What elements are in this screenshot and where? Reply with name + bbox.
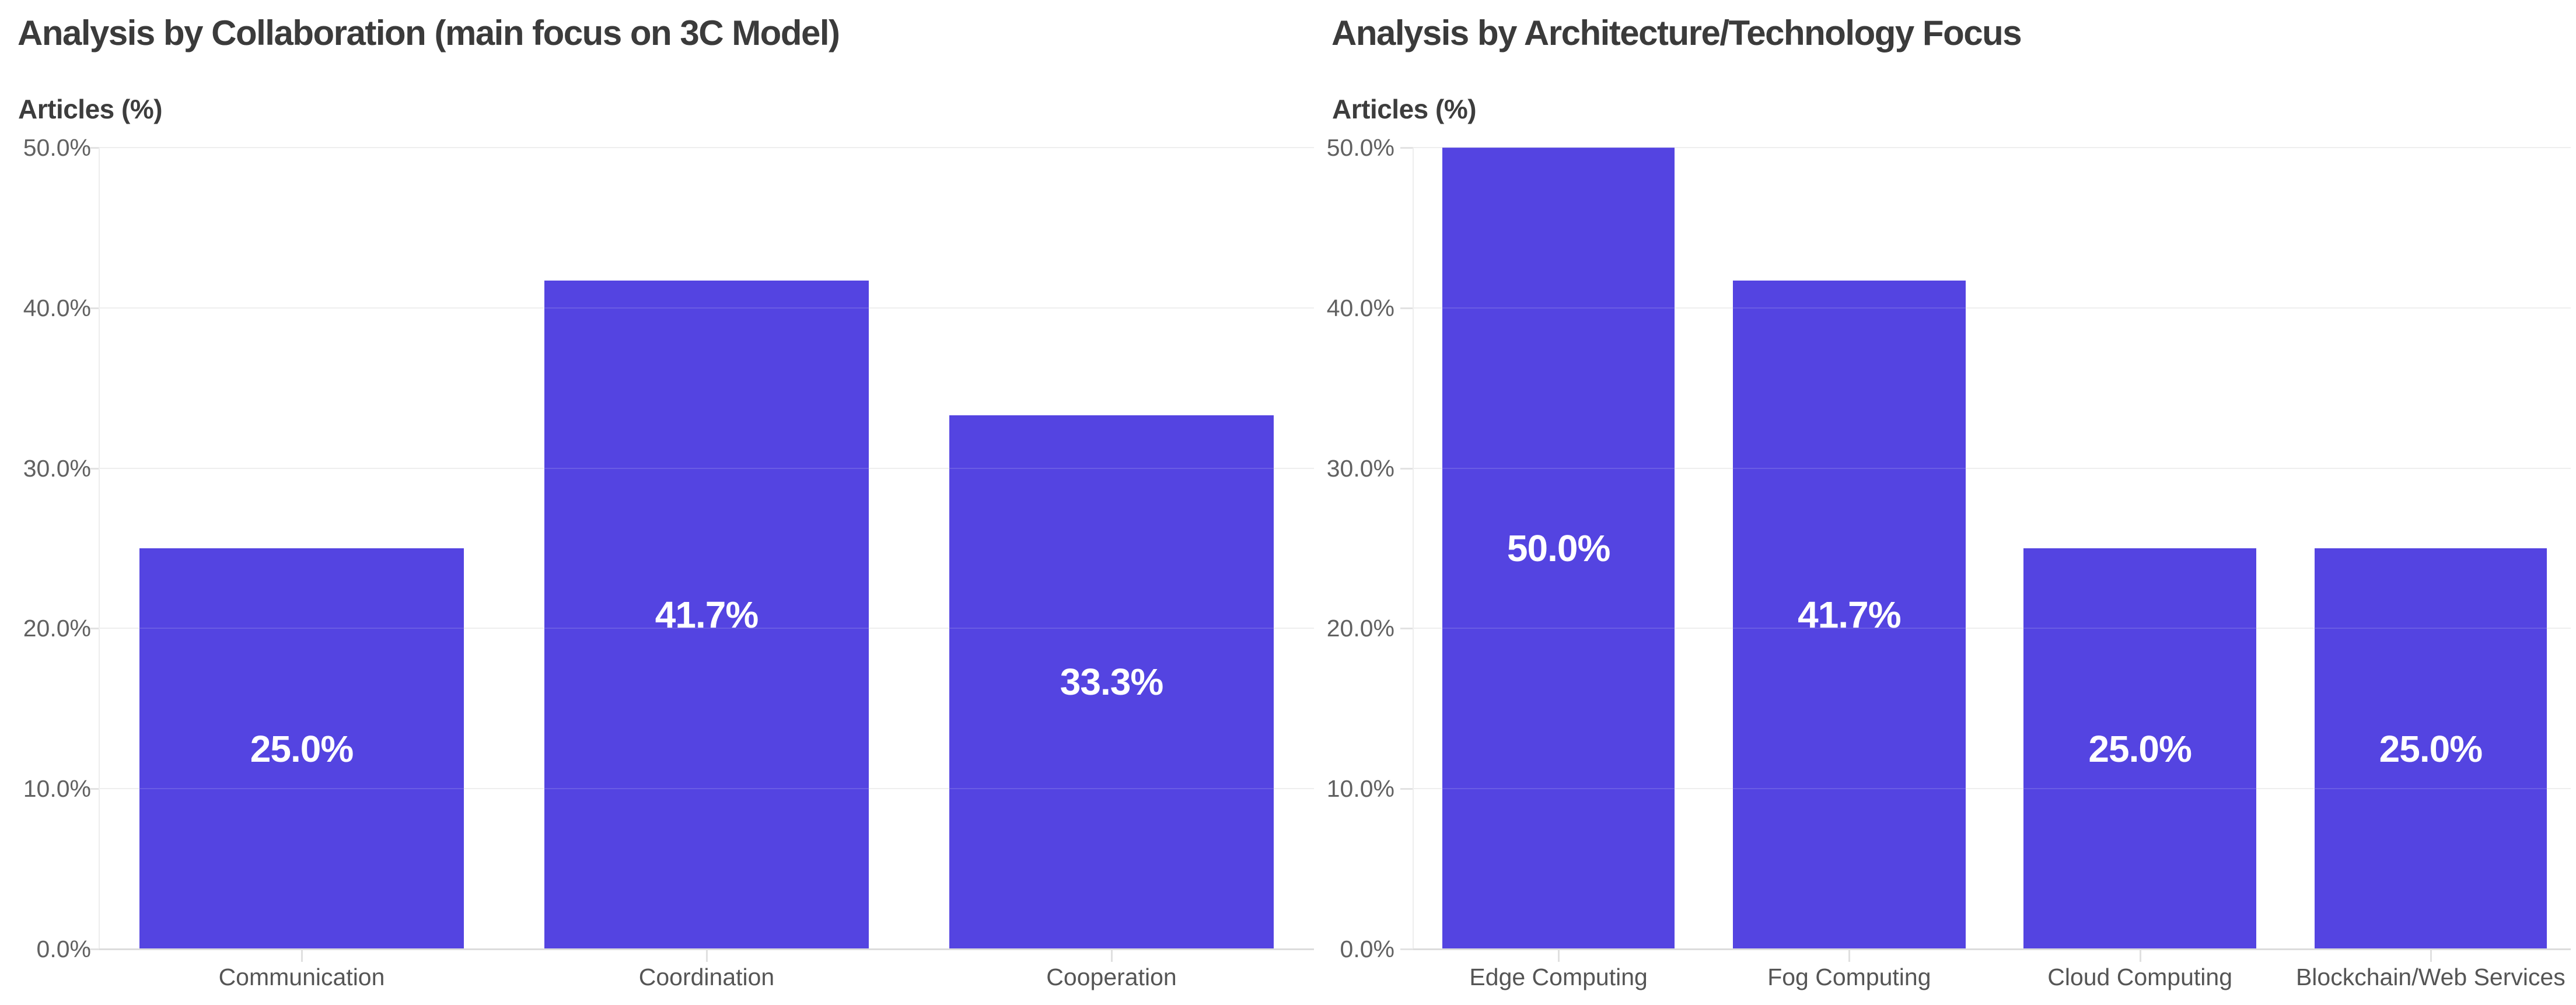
- y-axis-title: Articles (%): [1332, 94, 1477, 124]
- y-axis-line: [1413, 148, 1414, 949]
- y-tick-label: 40.0%: [23, 295, 91, 321]
- y-tick-label: 20.0%: [1326, 615, 1394, 642]
- bar: [2023, 548, 2256, 948]
- gridline-overlay: [1413, 628, 2571, 629]
- x-tick-mark: [1111, 950, 1113, 962]
- gridline-overlay: [99, 788, 1314, 789]
- y-axis-line: [99, 148, 100, 949]
- gridline-overlay: [99, 307, 1314, 309]
- x-category-label: Fog Computing: [1767, 964, 1931, 990]
- bar-value-label: 33.3%: [1060, 661, 1163, 703]
- gridline: [1413, 788, 2571, 789]
- bar: [139, 548, 464, 948]
- x-axis-line: [1413, 948, 2571, 950]
- y-tick-mark: [86, 948, 99, 950]
- y-tick-mark: [1400, 628, 1413, 629]
- chart-title-architecture: Analysis by Architecture/Technology Focu…: [1331, 13, 2022, 52]
- y-tick-mark: [1400, 147, 1413, 149]
- y-tick-mark: [1400, 307, 1413, 309]
- y-tick-label: 40.0%: [1326, 295, 1394, 321]
- bar-value-label: 25.0%: [2088, 727, 2191, 770]
- y-tick-mark: [86, 628, 99, 629]
- y-tick-label: 30.0%: [1326, 455, 1394, 482]
- y-tick-label: 30.0%: [23, 455, 91, 482]
- gridline: [1413, 307, 2571, 309]
- y-tick-mark: [86, 468, 99, 470]
- x-category-label: Cloud Computing: [2047, 964, 2233, 990]
- y-tick-mark: [1400, 948, 1413, 950]
- gridline-overlay: [99, 468, 1314, 469]
- x-axis-line: [99, 948, 1314, 950]
- chart-title-collaboration: Analysis by Collaboration (main focus on…: [18, 13, 840, 52]
- bar: [1733, 281, 1966, 948]
- gridline: [1413, 147, 2571, 148]
- gridline: [99, 147, 1314, 148]
- gridline-overlay: [1413, 307, 2571, 309]
- x-tick-mark: [706, 950, 708, 962]
- y-tick-label: 0.0%: [36, 936, 91, 962]
- gridline-overlay: [99, 628, 1314, 629]
- gridline-overlay: [1413, 147, 2571, 148]
- y-tick-label: 10.0%: [1326, 775, 1394, 802]
- y-tick-label: 50.0%: [1326, 134, 1394, 161]
- y-tick-mark: [1400, 788, 1413, 790]
- x-category-label: Coordination: [638, 964, 775, 990]
- bar: [2314, 548, 2547, 948]
- x-tick-mark: [2430, 950, 2432, 962]
- bar-value-label: 50.0%: [1507, 527, 1610, 569]
- gridline: [1413, 628, 2571, 629]
- x-category-label: Communication: [218, 964, 385, 990]
- y-tick-mark: [86, 147, 99, 149]
- y-tick-label: 50.0%: [23, 134, 91, 161]
- bar-value-label: 25.0%: [250, 727, 354, 770]
- y-tick-label: 20.0%: [23, 615, 91, 642]
- y-tick-mark: [1400, 468, 1413, 470]
- x-category-label: Cooperation: [1046, 964, 1177, 990]
- gridline-overlay: [1413, 788, 2571, 789]
- x-tick-mark: [2139, 950, 2141, 962]
- bar-value-label: 41.7%: [655, 594, 759, 636]
- x-tick-mark: [1848, 950, 1851, 962]
- bar-value-label: 41.7%: [1798, 594, 1901, 636]
- x-tick-mark: [1558, 950, 1560, 962]
- bar: [949, 415, 1274, 948]
- y-tick-label: 0.0%: [1340, 936, 1394, 962]
- y-axis-title: Articles (%): [18, 94, 163, 124]
- bar-value-label: 25.0%: [2379, 727, 2483, 770]
- y-tick-mark: [86, 307, 99, 309]
- x-category-label: Edge Computing: [1469, 964, 1648, 990]
- y-tick-mark: [86, 788, 99, 790]
- gridline-overlay: [99, 147, 1314, 148]
- y-tick-label: 10.0%: [23, 775, 91, 802]
- bar: [544, 281, 869, 948]
- x-category-label: Blockchain/Web Services: [2295, 964, 2565, 990]
- bar: [1442, 148, 1675, 948]
- x-tick-mark: [301, 950, 303, 962]
- gridline: [1413, 468, 2571, 469]
- gridline-overlay: [1413, 468, 2571, 469]
